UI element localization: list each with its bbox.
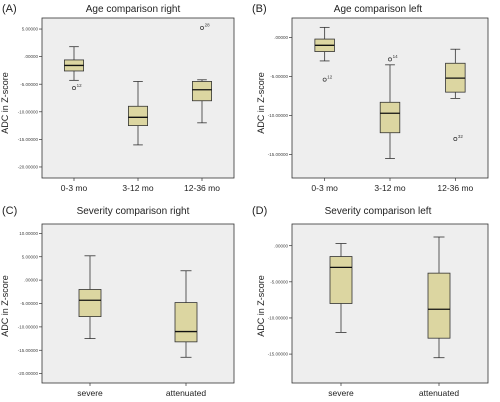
panel-b-marks: 12 14 32: [314, 26, 466, 159]
panel-b-xtick-label: 0-3 mo: [311, 183, 338, 193]
panel-c-ytick-label: -20.00000: [18, 371, 39, 376]
panel-c-ytick-label: .00000: [24, 278, 38, 283]
panel-b: (B) Age comparison left ADC in Z-score 1…: [252, 3, 489, 193]
panel-b-x-axis: 0-3 mo 3-12 mo 12-36 mo: [311, 178, 474, 193]
panel-d-marks: [329, 236, 451, 359]
panel-c-ytick-label: 5.00000: [22, 254, 39, 259]
panel-a-ytick-label: .00000: [24, 54, 38, 59]
iqr-box: [174, 302, 198, 343]
panel-d-ylabel: ADC in Z-score: [256, 275, 266, 337]
panel-a-x-axis: 0-3 mo 3-12 mo 12-36 mo: [61, 178, 220, 193]
panel-c-box-1: [174, 270, 198, 358]
panel-d-box-1: [427, 236, 451, 359]
panel-c-plot-area: [41, 223, 235, 384]
panel-d-y-axis: .00000 -5.00000 -10.00000 -15.00000: [268, 243, 292, 357]
panel-b-outlier-label: 14: [393, 54, 399, 59]
panel-b-outlier-label: 32: [458, 134, 464, 139]
panel-b-y-axis: .00000 -5.00000 -10.00000 -15.00000: [268, 35, 292, 157]
panel-d-title: Severity comparison left: [325, 206, 432, 217]
panel-b-outlier-point: [322, 77, 327, 82]
panel-b-ytick-label: -10.00000: [268, 113, 289, 118]
panel-c: (C) Severity comparison right ADC in Z-s…: [0, 205, 235, 398]
panel-c-marks: [78, 255, 198, 358]
panel-c-ytick-label: 10.00000: [19, 231, 38, 236]
panel-c-xtick-label: severe: [77, 388, 103, 398]
panel-a-title: Age comparison right: [86, 4, 181, 15]
panel-c-ytick-label: -5.00000: [20, 301, 38, 306]
panel-a-ytick-label: -15.00000: [18, 137, 39, 142]
panel-a-box-0: [64, 46, 85, 81]
panel-a-marks: 12 28: [64, 23, 212, 146]
panel-c-title: Severity comparison right: [77, 206, 190, 217]
iqr-box: [78, 289, 102, 317]
panel-b-outlier-label: 12: [327, 74, 333, 79]
panel-a-outlier-label: 28: [205, 23, 211, 28]
panel-c-x-axis: severe attenuated: [77, 383, 206, 398]
panel-a-xtick-label: 0-3 mo: [61, 183, 88, 193]
panel-c-y-axis: 10.00000 5.00000 .00000 -5.00000 -10.00000 -1…: [18, 231, 42, 376]
panel-c-ytick-label: -15.00000: [18, 348, 39, 353]
panel-a-ylabel: ADC in Z-score: [0, 72, 10, 134]
iqr-box: [329, 256, 353, 304]
panel-a-ytick-label: -20.00000: [18, 165, 39, 170]
panel-b-xtick-label: 3-12 mo: [374, 183, 405, 193]
panel-a-y-axis: 5.00000 .00000 -5.00000 -10.00000 -15.00000 -…: [18, 27, 42, 170]
panel-b-box-1: [379, 64, 401, 159]
panel-c-letter: (C): [2, 205, 17, 217]
panel-b-ytick-label: -15.00000: [268, 152, 289, 157]
panel-c-xtick-label: attenuated: [166, 388, 206, 398]
panel-d: (D) Severity comparison left ADC in Z-sc…: [252, 205, 489, 398]
panel-b-ytick-label: -5.00000: [270, 74, 288, 79]
panel-a-xtick-label: 3-12 mo: [122, 183, 153, 193]
panel-a-ytick-label: -10.00000: [18, 109, 39, 114]
panel-b-outlier-point: [388, 57, 392, 62]
panel-d-ytick-label: -10.00000: [268, 316, 289, 321]
panel-d-ytick-label: -5.00000: [270, 279, 288, 284]
panel-a-box-2: [191, 79, 212, 124]
iqr-box: [191, 81, 212, 102]
panel-a-xtick-label: 12-36 mo: [184, 183, 220, 193]
panel-d-plot-area: [291, 223, 489, 384]
panel-a-letter: (A): [2, 3, 17, 15]
panel-d-xtick-label: severe: [328, 388, 354, 398]
panel-a-outlier-label: 12: [77, 83, 83, 88]
panel-b-xtick-label: 12-36 mo: [437, 183, 473, 193]
panel-d-xtick-label: attenuated: [419, 388, 459, 398]
panel-a-ytick-label: 5.00000: [22, 27, 39, 32]
panel-d-ytick-label: -15.00000: [268, 352, 289, 357]
iqr-box: [427, 272, 451, 339]
iqr-box: [127, 105, 148, 126]
panel-b-letter: (B): [252, 3, 267, 15]
panel-b-ytick-label: .00000: [274, 35, 288, 40]
panel-b-ylabel: ADC in Z-score: [256, 72, 266, 134]
panel-a-box-1: [127, 81, 148, 146]
panel-d-box-0: [329, 243, 353, 333]
panel-b-box-0: [314, 26, 335, 62]
panel-a: (A) Age comparison right ADC in Z-score …: [0, 3, 235, 193]
panel-d-ytick-label: .00000: [274, 243, 288, 248]
panel-a-outlier-point: [200, 25, 204, 30]
panel-b-title: Age comparison left: [334, 4, 423, 15]
panel-d-letter: (D): [252, 205, 267, 217]
panel-b-outlier-point: [453, 137, 458, 141]
panel-c-ytick-label: -10.00000: [18, 324, 39, 329]
panel-d-x-axis: severe attenuated: [328, 383, 459, 398]
panel-a-outlier-point: [72, 86, 76, 91]
iqr-box: [379, 101, 401, 134]
panel-b-box-2: [445, 48, 466, 99]
panel-c-ylabel: ADC in Z-score: [0, 275, 10, 337]
panel-a-ytick-label: -5.00000: [20, 82, 38, 87]
panel-c-box-0: [78, 255, 102, 339]
